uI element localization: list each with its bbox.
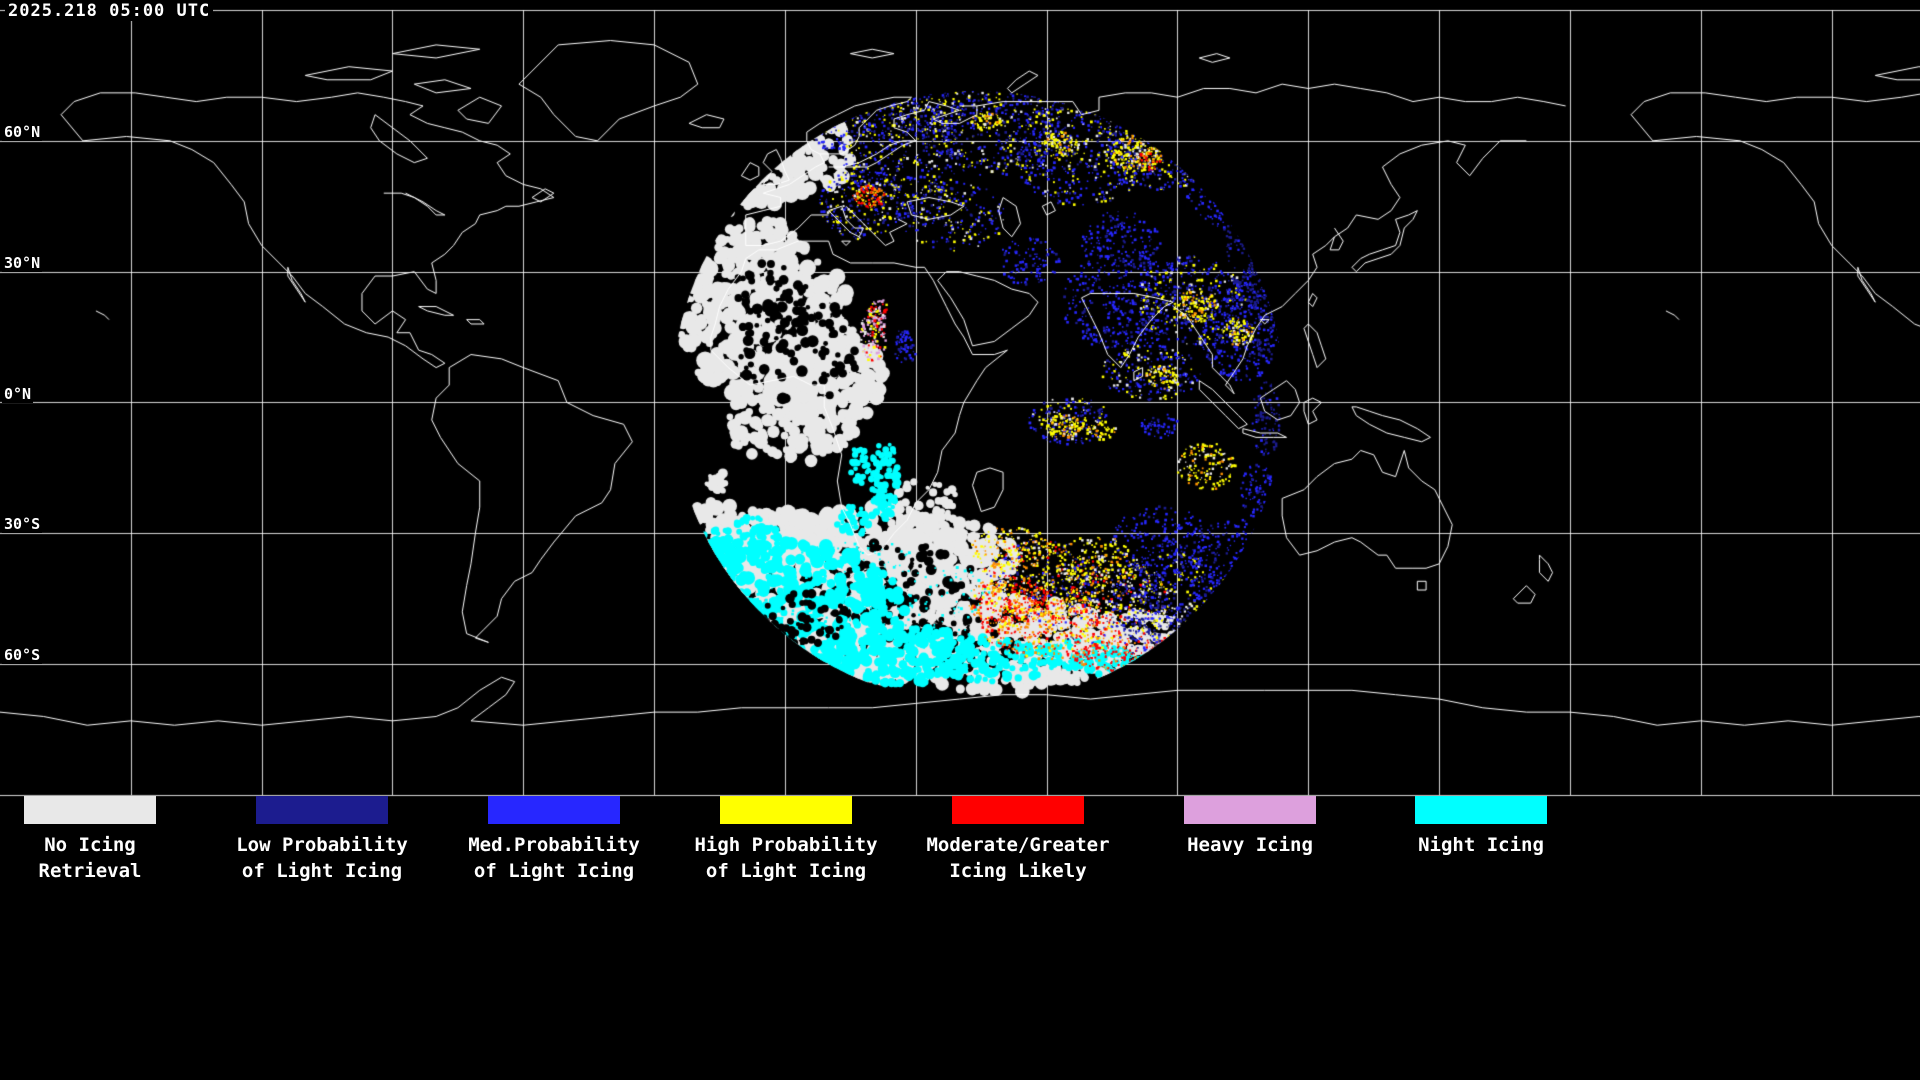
legend-label: Moderate/Greater (926, 834, 1110, 856)
legend-label: Night Icing (1418, 834, 1544, 856)
legend-bar: No Icing Retrieval Low Probability of Li… (0, 790, 1920, 1080)
legend-label: Icing Likely (949, 860, 1087, 882)
latitude-label-30n: 30°N (2, 254, 43, 272)
med-probability-swatch (488, 796, 620, 824)
world-map-canvas (0, 0, 1920, 800)
latitude-label-30s: 30°S (2, 515, 43, 533)
legend-label: Low Probability (236, 834, 408, 856)
legend-item-low-probability: Low Probability of Light Icing (192, 796, 452, 884)
legend-item-med-probability: Med.Probability of Light Icing (424, 796, 684, 884)
legend-item-no-icing-retrieval: No Icing Retrieval (0, 796, 220, 884)
legend-item-night-icing: Night Icing (1351, 796, 1611, 858)
legend-item-heavy-icing: Heavy Icing (1120, 796, 1380, 858)
timestamp: 2025.218 05:00 UTC (5, 1, 214, 21)
latitude-label-60n: 60°N (2, 123, 43, 141)
no-icing-swatch (24, 796, 156, 824)
legend-label: Med.Probability (468, 834, 640, 856)
low-probability-swatch (256, 796, 388, 824)
legend-label: Retrieval (38, 860, 142, 882)
legend-label: High Probability (694, 834, 878, 856)
night-icing-swatch (1415, 796, 1547, 824)
legend-label: Heavy Icing (1187, 834, 1313, 856)
latitude-label-60s: 60°S (2, 646, 43, 664)
legend-item-high-probability: High Probability of Light Icing (656, 796, 916, 884)
legend-label: No Icing (44, 834, 136, 856)
moderate-greater-swatch (952, 796, 1084, 824)
heavy-icing-swatch (1184, 796, 1316, 824)
legend-label: of Light Icing (705, 860, 867, 882)
legend-item-moderate-greater: Moderate/Greater Icing Likely (888, 796, 1148, 884)
legend-label: of Light Icing (241, 860, 403, 882)
latitude-label-0n: 0°N (2, 385, 34, 403)
high-probability-swatch (720, 796, 852, 824)
legend-label: of Light Icing (473, 860, 635, 882)
